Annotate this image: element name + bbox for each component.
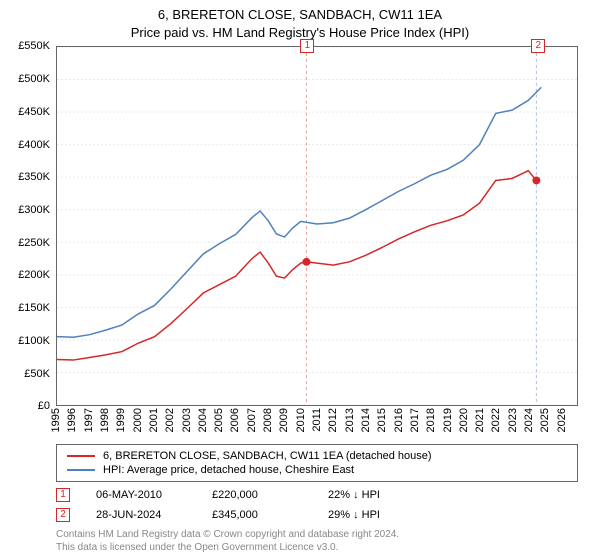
y-tick-label: £550K bbox=[18, 40, 50, 52]
plot-area: 12 bbox=[56, 46, 578, 406]
x-tick-label: 2025 bbox=[539, 408, 551, 432]
x-tick-label: 2005 bbox=[213, 408, 225, 432]
x-tick-label: 1998 bbox=[99, 408, 111, 432]
transaction-date: 06-MAY-2010 bbox=[96, 489, 186, 501]
transaction-vs-hpi: 29% ↓ HPI bbox=[328, 509, 418, 521]
transaction-date: 28-JUN-2024 bbox=[96, 509, 186, 521]
y-tick-label: £500K bbox=[18, 73, 50, 85]
legend-swatch bbox=[67, 469, 95, 471]
x-tick-label: 2009 bbox=[278, 408, 290, 432]
x-tick-label: 2026 bbox=[556, 408, 568, 432]
x-tick-label: 1996 bbox=[66, 408, 78, 432]
chart-svg bbox=[57, 47, 577, 405]
legend-swatch bbox=[67, 455, 95, 457]
transaction-price: £220,000 bbox=[212, 489, 302, 501]
x-tick-label: 2022 bbox=[490, 408, 502, 432]
transaction-vs-hpi: 22% ↓ HPI bbox=[328, 489, 418, 501]
transaction-marker-box: 2 bbox=[56, 508, 70, 522]
footer-credits: Contains HM Land Registry data © Crown c… bbox=[56, 528, 578, 554]
y-tick-label: £300K bbox=[18, 204, 50, 216]
y-tick-label: £450K bbox=[18, 106, 50, 118]
x-tick-label: 2012 bbox=[327, 408, 339, 432]
x-tick-label: 2004 bbox=[197, 408, 209, 432]
x-tick-label: 2006 bbox=[229, 408, 241, 432]
y-tick-label: £100K bbox=[18, 335, 50, 347]
x-axis: 1995199619971998199920002001200220032004… bbox=[56, 406, 578, 440]
y-tick-label: £0 bbox=[38, 400, 50, 412]
legend-label: 6, BRERETON CLOSE, SANDBACH, CW11 1EA (d… bbox=[103, 450, 432, 462]
x-tick-label: 2013 bbox=[344, 408, 356, 432]
y-tick-label: £250K bbox=[18, 237, 50, 249]
chart-marker-box: 2 bbox=[531, 39, 545, 53]
legend-label: HPI: Average price, detached house, Ches… bbox=[103, 464, 354, 476]
x-tick-label: 2014 bbox=[360, 408, 372, 432]
x-tick-label: 2007 bbox=[246, 408, 258, 432]
x-tick-label: 2008 bbox=[262, 408, 274, 432]
transaction-row: 1 06-MAY-2010 £220,000 22% ↓ HPI bbox=[56, 488, 578, 502]
x-tick-label: 2016 bbox=[393, 408, 405, 432]
y-tick-label: £350K bbox=[18, 171, 50, 183]
y-tick-label: £400K bbox=[18, 139, 50, 151]
x-tick-label: 2023 bbox=[507, 408, 519, 432]
chart-title: 6, BRERETON CLOSE, SANDBACH, CW11 1EA Pr… bbox=[10, 6, 590, 42]
x-tick-label: 2002 bbox=[164, 408, 176, 432]
x-tick-label: 2001 bbox=[148, 408, 160, 432]
x-tick-label: 2019 bbox=[442, 408, 454, 432]
y-tick-label: £50K bbox=[24, 368, 50, 380]
footer-line-2: This data is licensed under the Open Gov… bbox=[56, 541, 578, 554]
transaction-marker-box: 1 bbox=[56, 488, 70, 502]
y-tick-label: £150K bbox=[18, 302, 50, 314]
x-tick-label: 2018 bbox=[425, 408, 437, 432]
y-axis: £0£50K£100K£150K£200K£250K£300K£350K£400… bbox=[10, 46, 54, 406]
x-tick-label: 1999 bbox=[115, 408, 127, 432]
transaction-legend: 1 06-MAY-2010 £220,000 22% ↓ HPI 2 28-JU… bbox=[56, 488, 578, 522]
title-line-1: 6, BRERETON CLOSE, SANDBACH, CW11 1EA bbox=[10, 6, 590, 24]
footer-line-1: Contains HM Land Registry data © Crown c… bbox=[56, 528, 578, 541]
x-tick-label: 2020 bbox=[458, 408, 470, 432]
x-tick-label: 1997 bbox=[83, 408, 95, 432]
transaction-price: £345,000 bbox=[212, 509, 302, 521]
x-tick-label: 2011 bbox=[311, 408, 323, 432]
x-tick-label: 2017 bbox=[409, 408, 421, 432]
x-tick-label: 2003 bbox=[181, 408, 193, 432]
x-tick-label: 2015 bbox=[376, 408, 388, 432]
x-tick-label: 2000 bbox=[132, 408, 144, 432]
x-tick-label: 2010 bbox=[295, 408, 307, 432]
legend-row: 6, BRERETON CLOSE, SANDBACH, CW11 1EA (d… bbox=[67, 449, 567, 463]
y-tick-label: £200K bbox=[18, 269, 50, 281]
legend-row: HPI: Average price, detached house, Ches… bbox=[67, 463, 567, 477]
transaction-row: 2 28-JUN-2024 £345,000 29% ↓ HPI bbox=[56, 508, 578, 522]
x-tick-label: 2024 bbox=[523, 408, 535, 432]
x-tick-label: 2021 bbox=[474, 408, 486, 432]
x-tick-label: 1995 bbox=[50, 408, 62, 432]
chart-container: 6, BRERETON CLOSE, SANDBACH, CW11 1EA Pr… bbox=[0, 0, 600, 560]
series-legend: 6, BRERETON CLOSE, SANDBACH, CW11 1EA (d… bbox=[56, 444, 578, 482]
chart-marker-box: 1 bbox=[300, 39, 314, 53]
